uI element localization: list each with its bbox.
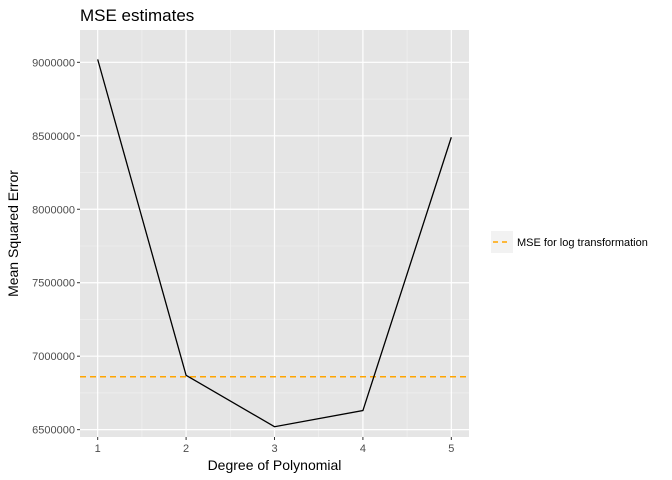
- legend: MSE for log transformation: [491, 231, 648, 253]
- x-axis: 1 2 3 4 5: [95, 437, 454, 455]
- y-axis-title: Mean Squared Error: [5, 170, 21, 297]
- y-tick-label: 7000000: [32, 351, 75, 363]
- x-tick-label: 3: [271, 443, 277, 455]
- major-gridlines: [80, 30, 469, 437]
- y-tick-label: 6500000: [32, 425, 75, 437]
- x-tick-label: 5: [448, 443, 454, 455]
- series-layer: [97, 59, 452, 428]
- y-tick-label: 9000000: [32, 57, 75, 69]
- mse-series-line: [97, 59, 452, 428]
- y-tick-label: 8500000: [32, 131, 75, 143]
- y-tick-label: 7500000: [32, 278, 75, 290]
- x-tick-label: 1: [95, 443, 101, 455]
- x-tick-label: 2: [183, 443, 189, 455]
- x-axis-title: Degree of Polynomial: [208, 457, 342, 473]
- legend-label: MSE for log transformation: [517, 237, 648, 249]
- y-tick-label: 8000000: [32, 204, 75, 216]
- chart-title: MSE estimates: [80, 6, 194, 25]
- x-tick-label: 4: [360, 443, 366, 455]
- y-axis: 6500000 7000000 7500000 8000000 8500000 90000…: [32, 57, 80, 437]
